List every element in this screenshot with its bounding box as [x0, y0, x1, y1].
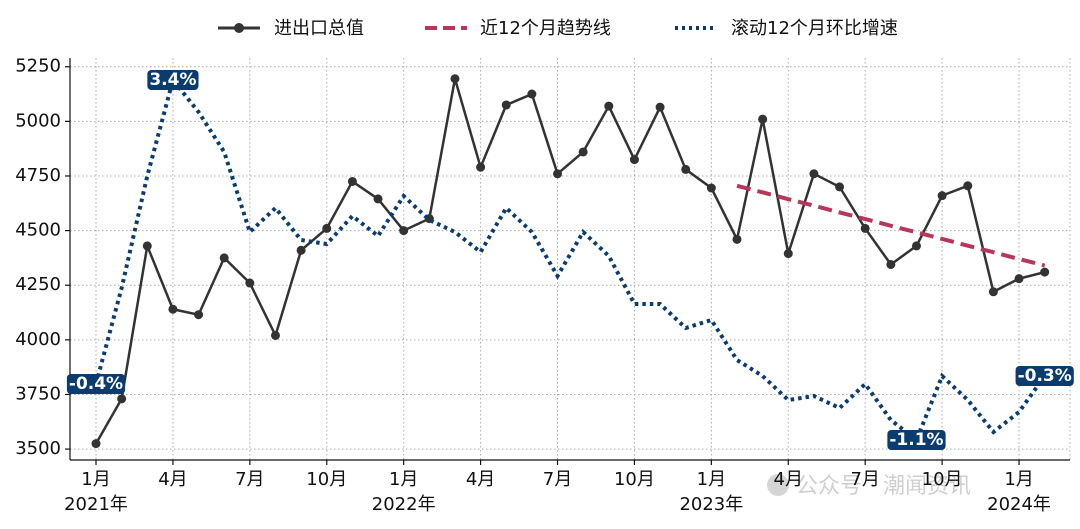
point — [270, 330, 280, 340]
x-tick-label: 1月 — [389, 469, 418, 490]
point — [245, 278, 255, 288]
y-tick-label: 4000 — [15, 329, 61, 350]
point — [655, 102, 665, 112]
x-year-label: 2022年 — [372, 494, 436, 515]
point — [1040, 267, 1050, 277]
value-label-box — [147, 70, 199, 90]
point — [219, 253, 229, 263]
point — [937, 191, 947, 201]
x-tick-label: 4月 — [466, 469, 495, 490]
watermark-text: 公众号 · 潮闻资讯 — [796, 474, 971, 499]
point — [399, 226, 409, 236]
point — [758, 114, 768, 124]
point — [835, 182, 845, 192]
x-year-label: 2024年 — [987, 494, 1051, 515]
point — [553, 169, 563, 179]
y-tick-label: 3750 — [15, 383, 61, 404]
x-tick-label: 10月 — [614, 469, 655, 490]
value-label-text: -0.3% — [1018, 366, 1072, 386]
value-label-box — [1015, 366, 1074, 386]
value-label-text: -0.4% — [69, 374, 123, 394]
x-year-label: 2021年 — [64, 494, 128, 515]
y-tick-label: 4500 — [15, 220, 61, 241]
point — [527, 89, 537, 99]
point — [91, 439, 101, 449]
point — [168, 304, 178, 314]
value-label: 3.4% — [147, 70, 199, 90]
point — [604, 101, 614, 111]
series-line — [94, 78, 1045, 445]
point — [809, 169, 819, 179]
legend-label: 滚动12个月环比增速 — [731, 18, 898, 39]
y-tick-label: 4250 — [15, 274, 61, 295]
series-line — [94, 75, 1047, 444]
point — [373, 194, 383, 204]
point — [450, 74, 460, 84]
y-tick-label: 5250 — [15, 56, 61, 77]
point — [578, 147, 588, 157]
point — [681, 164, 691, 174]
point — [706, 183, 716, 193]
legend: 进出口总值 近12个月趋势线 滚动12个月环比增速 — [218, 18, 898, 39]
point — [194, 310, 204, 320]
point — [1014, 274, 1024, 284]
value-label: -1.1% — [887, 430, 946, 450]
point — [860, 223, 870, 233]
x-tick-label: 7月 — [850, 469, 879, 490]
point — [296, 245, 306, 255]
point — [142, 241, 152, 251]
x-tick-label: 4月 — [774, 469, 803, 490]
x-tick-label: 7月 — [235, 469, 264, 490]
point — [501, 100, 511, 110]
legend-marker — [234, 23, 244, 33]
legend-label: 近12个月趋势线 — [480, 18, 611, 39]
point — [322, 223, 332, 233]
watermark: 公众号 · 潮闻资讯 — [767, 474, 971, 499]
y-tick-label: 5000 — [15, 110, 61, 131]
x-tick-label: 1月 — [81, 469, 110, 490]
point — [911, 241, 921, 251]
legend-label: 进出口总值 — [274, 18, 364, 39]
x-tick-label: 1月 — [1004, 469, 1033, 490]
x-tick-label: 10月 — [306, 469, 347, 490]
value-label-text: -1.1% — [889, 430, 943, 450]
point — [988, 287, 998, 297]
point — [783, 249, 793, 259]
x-tick-label: 7月 — [543, 469, 572, 490]
x-tick-label: 10月 — [922, 469, 963, 490]
value-label-box — [887, 430, 946, 450]
value-label-text: 3.4% — [149, 70, 196, 90]
x-year-label: 2023年 — [679, 494, 743, 515]
point — [886, 259, 896, 269]
value-label: -0.4% — [66, 374, 126, 394]
point — [347, 176, 357, 186]
y-tick-label: 4750 — [15, 165, 61, 186]
x-tick-label: 4月 — [158, 469, 187, 490]
x-tick-label: 1月 — [697, 469, 726, 490]
value-label-box — [66, 374, 126, 394]
series-line — [736, 183, 1046, 268]
point — [476, 162, 486, 172]
point — [117, 394, 127, 404]
point — [629, 155, 639, 165]
point — [963, 181, 973, 191]
value-label: -0.3% — [1015, 366, 1074, 386]
point — [732, 234, 742, 244]
y-tick-label: 3500 — [15, 438, 61, 459]
watermark-icon — [767, 474, 789, 496]
